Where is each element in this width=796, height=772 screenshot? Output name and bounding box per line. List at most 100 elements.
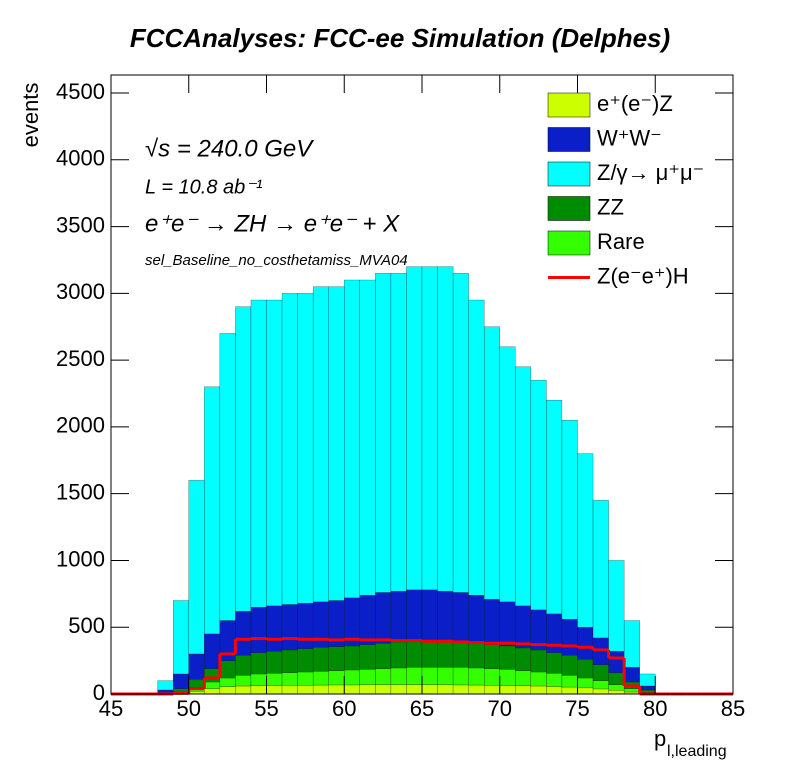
bar: [250, 299, 267, 608]
bar: [561, 420, 578, 620]
bar: [484, 644, 500, 669]
bar: [484, 598, 500, 645]
bar: [452, 641, 469, 668]
bar: [546, 399, 563, 615]
bar: [328, 670, 345, 686]
bar: [359, 644, 376, 670]
bar: [515, 605, 532, 649]
bar: [561, 675, 578, 688]
bar: [577, 659, 594, 679]
bar: [484, 684, 500, 695]
x-tick-label: 70: [488, 696, 512, 721]
bar: [530, 685, 547, 695]
bar: [359, 669, 376, 685]
bar: [561, 686, 578, 695]
chart-title: FCCAnalyses: FCC-ee Simulation (Delphes): [130, 23, 670, 53]
bar: [328, 646, 345, 671]
bar: [188, 679, 205, 688]
bar: [437, 684, 454, 695]
bar: [281, 293, 298, 605]
y-tick-label: 0: [93, 680, 105, 705]
bar: [188, 480, 205, 655]
y-tick-label: 3500: [56, 212, 105, 237]
bar: [592, 688, 609, 695]
x-tick-label: 50: [177, 696, 201, 721]
bar: [297, 671, 314, 686]
bar: [312, 286, 329, 603]
bar: [204, 681, 221, 689]
bar: [421, 684, 438, 695]
bar: [623, 688, 640, 693]
y-tick-label: 4000: [56, 146, 105, 171]
bar: [406, 266, 423, 591]
bar: [328, 684, 345, 695]
bar: [452, 273, 469, 593]
bar: [266, 673, 283, 686]
bar: [297, 293, 314, 604]
bar: [639, 689, 656, 693]
bar: [499, 685, 516, 695]
bar: [344, 669, 361, 686]
bar: [157, 680, 174, 691]
bar: [608, 651, 625, 673]
x-tick-label: 85: [721, 696, 745, 721]
bar: [281, 672, 298, 686]
bar: [546, 652, 563, 674]
bar: [592, 500, 609, 639]
bar: [204, 386, 221, 635]
bar: [515, 670, 532, 686]
legend-swatch: [547, 127, 591, 152]
annotation: L = 10.8 ab⁻¹: [145, 176, 263, 198]
bar: [266, 605, 283, 652]
y-tick-label: 500: [68, 613, 105, 638]
bar: [219, 677, 236, 687]
annotation: e⁺e⁻ → ZH → e⁺e⁻ + X: [145, 210, 400, 237]
bar: [204, 668, 221, 683]
bar: [406, 589, 423, 641]
bar: [623, 667, 640, 683]
bar: [172, 600, 189, 675]
bar: [452, 667, 469, 686]
bar: [530, 671, 547, 687]
x-tick-label: 45: [99, 696, 123, 721]
x-tick-label: 65: [410, 696, 434, 721]
bar: [561, 655, 578, 676]
bar: [281, 685, 298, 695]
bar: [592, 664, 609, 681]
bar: [250, 685, 267, 695]
bar: [390, 667, 407, 685]
bar: [172, 673, 189, 689]
bar: [359, 684, 376, 695]
y-tick-label: 2000: [56, 413, 105, 438]
bar: [390, 590, 407, 643]
bar: [219, 333, 236, 621]
legend-swatch: [547, 196, 591, 221]
bar: [344, 279, 361, 599]
y-tick-label: 1500: [56, 479, 105, 504]
bar: [281, 649, 298, 673]
legend-label: Z/γ→ μ⁺μ⁻: [597, 160, 704, 185]
bar: [437, 266, 454, 592]
bar: [312, 684, 329, 695]
legend-label: ZZ: [597, 194, 624, 219]
bar: [639, 685, 656, 691]
bar: [452, 684, 469, 695]
bar: [359, 594, 376, 645]
bar: [375, 668, 392, 685]
bar: [421, 589, 438, 641]
x-tick-label: 55: [254, 696, 278, 721]
legend-swatch: [547, 161, 591, 187]
bar: [390, 641, 407, 669]
legend-swatch: [547, 92, 591, 118]
bar: [235, 306, 252, 612]
bar: [312, 671, 329, 686]
bar: [546, 686, 563, 695]
bar: [235, 685, 252, 695]
bar: [219, 660, 236, 679]
bar: [484, 668, 500, 686]
bar: [468, 667, 485, 686]
bar: [592, 680, 609, 690]
bar: [530, 379, 547, 611]
bar: [421, 667, 438, 685]
bar: [344, 645, 361, 671]
